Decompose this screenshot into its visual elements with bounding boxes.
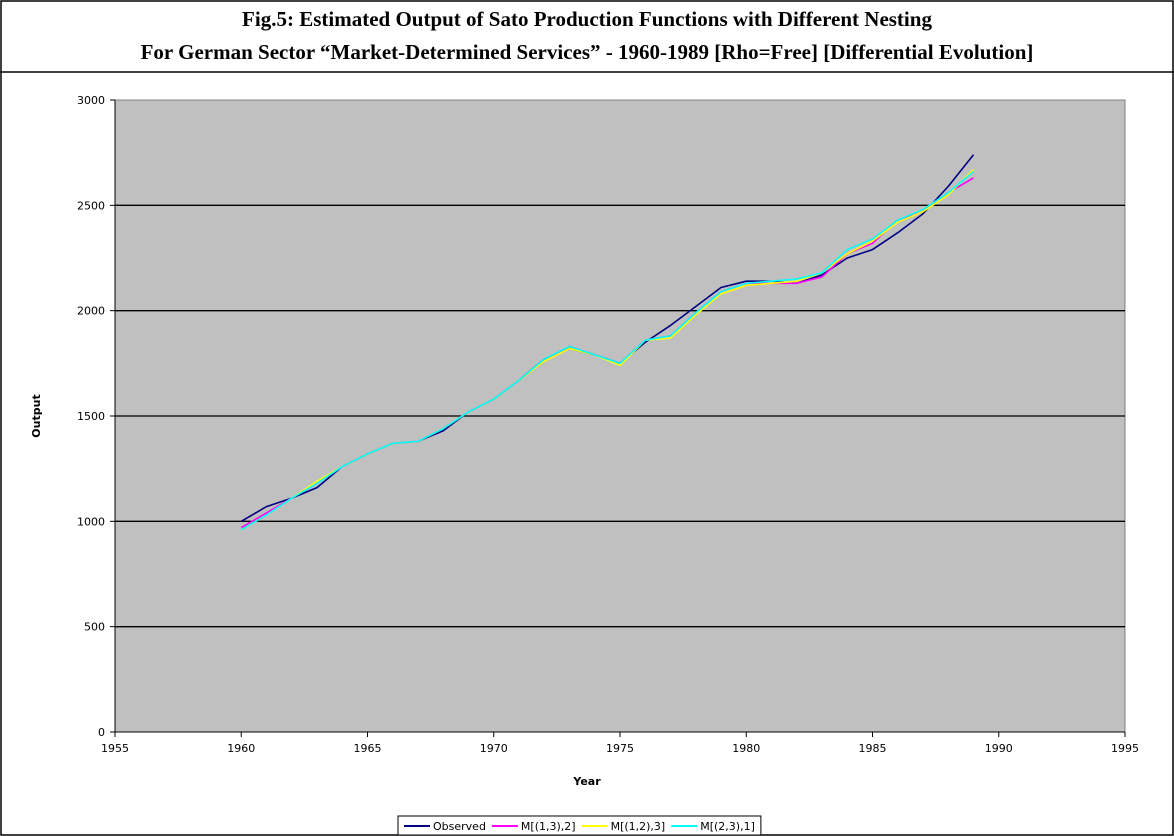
y-tick-label: 3000	[77, 94, 105, 107]
x-tick-label: 1995	[1111, 742, 1139, 755]
y-tick-label: 500	[84, 621, 105, 634]
y-tick-label: 2500	[77, 199, 105, 212]
legend-label: M[(1,2),3]	[611, 820, 666, 833]
chart-title: Fig.5: Estimated Output of Sato Producti…	[242, 7, 932, 31]
series-line	[240, 171, 975, 531]
x-tick-label: 1980	[732, 742, 760, 755]
y-tick-label: 1500	[77, 410, 105, 423]
x-tick-label: 1970	[480, 742, 508, 755]
y-tick-label: 1000	[77, 515, 105, 528]
x-tick-label: 1960	[227, 742, 255, 755]
x-tick-label: 1985	[859, 742, 887, 755]
y-tick-label: 2000	[77, 305, 105, 318]
legend-label: M[(2,3),1]	[700, 820, 755, 833]
legend-box	[397, 815, 762, 836]
x-tick-label: 1975	[606, 742, 634, 755]
y-tick-label: 0	[98, 726, 105, 739]
x-tick-label: 1990	[985, 742, 1013, 755]
legend-label: M[(1,3),2]	[521, 820, 576, 833]
legend-label: Observed	[433, 820, 486, 833]
x-tick-label: 1965	[354, 742, 382, 755]
x-axis-label: Year	[572, 775, 601, 788]
y-axis-label: Output	[30, 394, 43, 437]
x-tick-label: 1955	[101, 742, 129, 755]
chart-subtitle: For German Sector “Market-Determined Ser…	[141, 40, 1034, 64]
